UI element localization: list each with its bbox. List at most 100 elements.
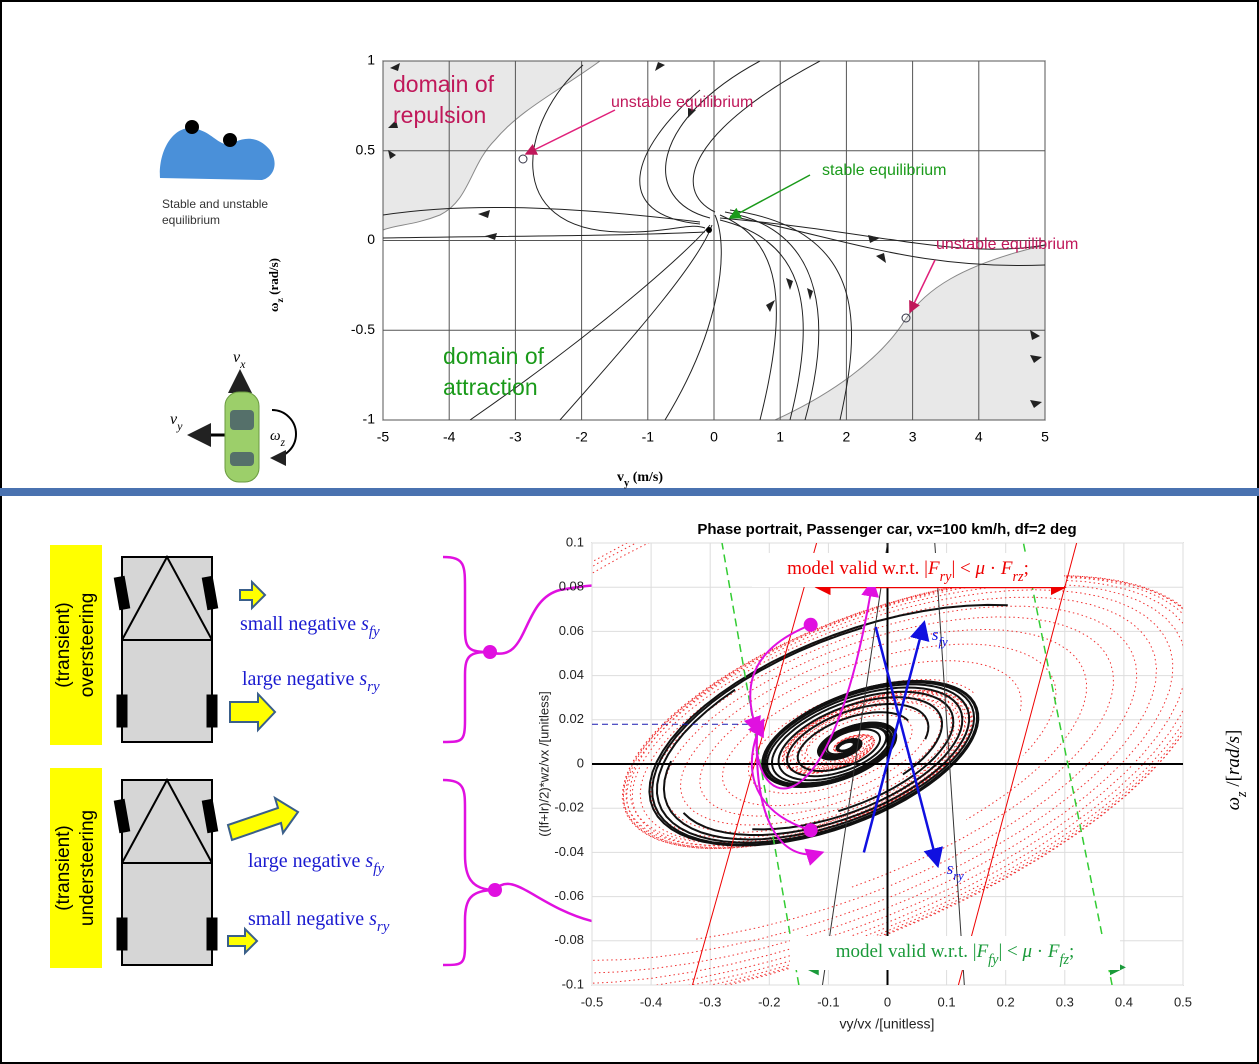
y-tick-label: 0.02: [559, 711, 584, 726]
x-tick-label: -4: [443, 429, 456, 445]
limit-line: [1022, 543, 1113, 985]
trajectory: [592, 543, 1183, 985]
annotation: model valid w.r.t. |Ffy| < μ · Ffz;: [836, 941, 1075, 968]
slip-arrow: [862, 620, 930, 853]
y-tick-label: 0.06: [559, 623, 584, 638]
limit-line: [957, 543, 1078, 985]
annotation: unstable equilibrium: [936, 236, 1078, 253]
x-tick-label: -0.1: [817, 994, 839, 1009]
text-part: y: [176, 419, 183, 433]
car-diagram: [113, 554, 277, 743]
text-part: μ: [975, 558, 986, 579]
annotation: unstable equilibrium: [611, 94, 753, 111]
y-tick-label: 0.04: [559, 667, 584, 682]
y-axis-label: ωz (rad/s): [266, 258, 286, 312]
text-part: F: [927, 558, 940, 579]
limit-line: [821, 543, 888, 985]
text-part: ω: [1223, 797, 1244, 810]
text-part: x: [239, 357, 246, 371]
car-label: ωz: [270, 428, 286, 448]
pointer: [524, 109, 616, 155]
car-diagram: [113, 777, 300, 966]
top-plot: -5 -4 -3 -2 -1 0 1 2 3 4 5 -1 -0.5 0 0.5 1 domain of re…: [351, 52, 1078, 445]
text-part: model valid w.r.t. |: [787, 558, 928, 579]
x-tick-label: 0: [884, 994, 891, 1009]
pointer: [909, 259, 936, 314]
x-tick-label: -1: [642, 429, 655, 445]
x-tick-label: -0.3: [699, 994, 721, 1009]
trajectory: [663, 616, 1115, 889]
unstable-point: [518, 154, 528, 164]
brace-dot: [488, 883, 502, 897]
text-part: s: [932, 625, 939, 644]
text-part: | <: [998, 941, 1022, 962]
text-part: ·: [1032, 941, 1048, 962]
text-part: rad/s: [1223, 736, 1244, 775]
annotation: domain of: [443, 343, 545, 369]
text-part: /[: [1223, 775, 1244, 791]
x-axis-label: vy (m/s): [617, 470, 663, 489]
slip-label: large negative sry: [242, 668, 380, 696]
y-tick-label: 0: [577, 755, 584, 770]
x-tick-label: 1: [776, 429, 784, 445]
text-part: μ: [1022, 941, 1033, 962]
hill-icon: [159, 120, 275, 180]
text-part: ry: [367, 679, 380, 695]
text-part: y: [624, 478, 630, 489]
slip-label: small negative sfy: [240, 613, 380, 641]
chart-title: Phase portrait, Passenger car, vx=100 km…: [697, 521, 1076, 538]
stable-point: [706, 227, 712, 233]
legend-text: Stable and unstable: [162, 197, 268, 211]
text-part: s: [361, 613, 369, 635]
text-part: (rad/s): [266, 258, 281, 298]
x-tick-label: -0.5: [581, 994, 603, 1009]
text-part: small negative: [240, 613, 361, 635]
trajectories: [383, 61, 1045, 420]
trajectory: [648, 603, 1008, 847]
arrowheads: [388, 62, 1042, 408]
slip-label: large negative sfy: [248, 850, 384, 878]
car-icon: [187, 369, 297, 483]
text-part: ω: [266, 302, 281, 312]
limit-line: [721, 543, 800, 985]
label-box: [50, 768, 102, 968]
text-part: ;: [1069, 941, 1074, 962]
x-tick-label: 4: [975, 429, 983, 445]
text-part: s: [365, 850, 373, 872]
x-tick-label: -3: [509, 429, 522, 445]
y-tick-label: -0.08: [554, 932, 584, 947]
transient-path: [755, 724, 825, 866]
text-part: v: [617, 470, 624, 485]
text-part: ry: [940, 569, 953, 585]
right-label: ωz /[rad/s]: [1223, 730, 1250, 811]
x-tick-label: 0.5: [1174, 994, 1192, 1009]
x-tick-label: 2: [843, 429, 851, 445]
legend-text: equilibrium: [162, 213, 220, 227]
text-part: F: [976, 941, 989, 962]
y-tick-label: 0.1: [566, 534, 584, 549]
car-label: vx: [233, 349, 246, 371]
annotation: attraction: [443, 374, 538, 400]
annotation: repulsion: [393, 102, 486, 128]
text-part: z: [280, 437, 286, 449]
x-tick-label: 0.2: [997, 994, 1015, 1009]
text-part: z: [275, 297, 286, 302]
unstable-point: [901, 313, 911, 323]
text-part: F: [1000, 558, 1013, 579]
text-part: small negative: [248, 908, 369, 930]
text-part: F: [1047, 941, 1060, 962]
text-part: fy: [988, 952, 999, 968]
mode-label: (transient): [53, 825, 74, 911]
x-tick-label: 0.1: [938, 994, 956, 1009]
y-axis-label: ((lf+lr)/2)*wz/vx /[unitless]: [536, 691, 551, 837]
label-bg: [752, 553, 1064, 587]
x-tick-label: 3: [909, 429, 917, 445]
x-tick-label: 0.3: [1056, 994, 1074, 1009]
x-axis-label: vy/vx /[unitless]: [840, 1016, 935, 1032]
y-tick-label: -0.06: [554, 888, 584, 903]
y-tick-label: 0.08: [559, 579, 584, 594]
brace-dot: [483, 645, 497, 659]
text-part: | <: [951, 558, 975, 579]
y-tick-label: -0.1: [562, 976, 584, 991]
trajectory: [592, 596, 1158, 961]
